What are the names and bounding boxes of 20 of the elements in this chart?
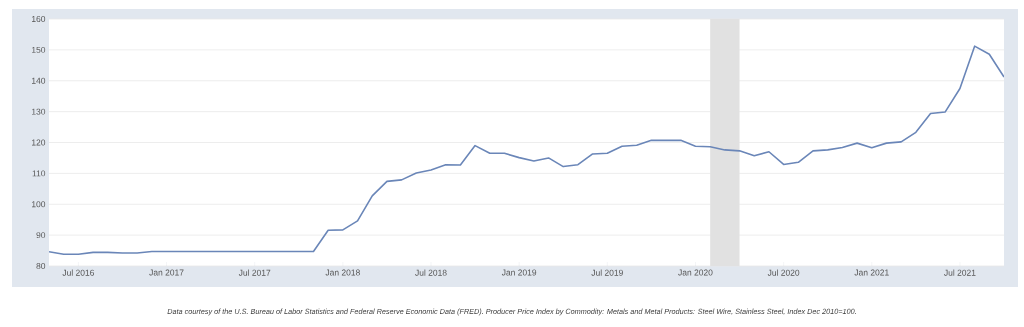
x-tick-label: Jul 2018 [415,269,447,276]
x-tick-label: Jul 2019 [591,269,623,276]
y-tick-label: 150 [32,46,46,53]
y-tick-label: 160 [32,16,46,22]
x-tick-label: Jan 2020 [678,269,713,276]
x-tick-label: Jan 2019 [501,269,537,276]
y-tick-label: 90 [36,232,46,239]
y-tick-label: 140 [32,77,46,84]
x-tick-label: Jul 2017 [238,269,271,276]
y-tick-label: 110 [32,170,46,177]
x-tick-label: Jul 2016 [62,269,95,276]
x-tick-label: Jul 2020 [767,269,800,276]
x-tick-label: Jan 2018 [325,269,360,276]
y-tick-label: 80 [36,263,46,269]
y-tick-label: 130 [32,108,46,115]
y-tick-label: 120 [32,139,46,146]
x-tick-label: Jan 2021 [854,269,889,276]
y-tick-label: 100 [32,201,46,208]
x-tick-label: Jan 2017 [149,269,184,276]
x-tick-label: Jul 2021 [944,269,976,276]
